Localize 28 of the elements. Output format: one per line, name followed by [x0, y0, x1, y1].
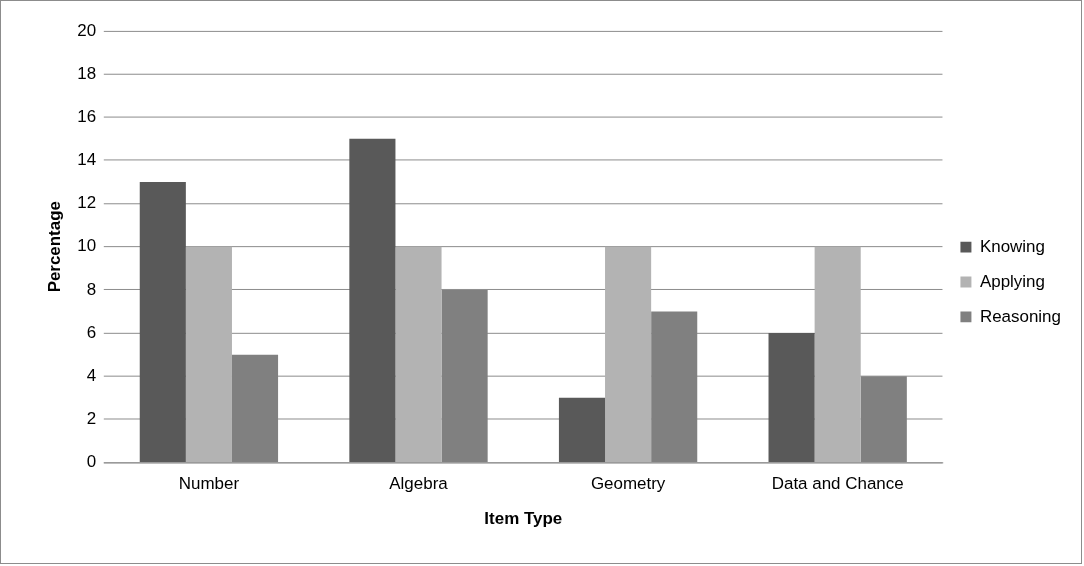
bar — [139, 181, 186, 463]
y-tick-label: 8 — [86, 279, 97, 299]
bar — [185, 246, 232, 463]
bar — [768, 333, 815, 463]
y-axis-title: Percentage — [44, 201, 64, 293]
y-tick-label: 0 — [86, 452, 97, 472]
y-tick-label: 14 — [77, 150, 97, 170]
x-tick-label: Number — [178, 474, 240, 494]
x-tick-label: Geometry — [590, 474, 666, 494]
bar — [814, 246, 861, 463]
legend-label: Reasoning — [979, 306, 1061, 326]
y-tick-label: 16 — [77, 106, 97, 126]
y-tick-label: 12 — [77, 193, 97, 213]
y-tick-label: 4 — [86, 365, 97, 385]
bar — [395, 246, 442, 463]
x-axis-title: Item Type — [484, 508, 563, 528]
legend-label: Applying — [979, 271, 1045, 291]
x-tick-label: Data and Chance — [771, 474, 904, 494]
legend-label: Knowing — [979, 236, 1045, 256]
x-tick-label: Algebra — [389, 474, 449, 494]
bar — [605, 246, 652, 463]
y-tick-label: 2 — [86, 409, 97, 429]
y-tick-label: 6 — [86, 322, 97, 342]
bar — [349, 138, 396, 463]
y-tick-label: 10 — [77, 236, 97, 256]
bar — [558, 397, 606, 463]
y-tick-label: 20 — [77, 20, 97, 40]
y-tick-label: 18 — [77, 63, 97, 83]
